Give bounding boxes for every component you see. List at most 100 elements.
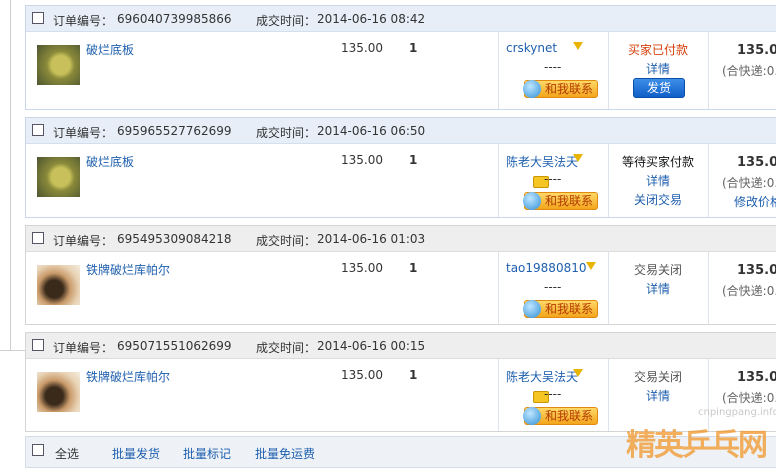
column-divider (498, 359, 499, 431)
watermark-name: 精英乒乓网 (626, 428, 768, 463)
contact-label: 和我联系 (545, 409, 594, 423)
buyer-note: ---- (544, 280, 562, 294)
buyer[interactable]: 陈老大吴法天 (506, 155, 579, 169)
batch-action[interactable]: 批量标记 (183, 447, 232, 461)
buyer[interactable]: crskynet (506, 41, 558, 55)
column-divider (708, 252, 709, 324)
batch-action[interactable]: 批量发货 (112, 447, 161, 461)
time-label: 成交时间： (256, 126, 317, 140)
total-note: (合快递:0. (722, 391, 776, 405)
buyer[interactable]: tao19880810 (506, 261, 587, 275)
price: 135.00 (341, 153, 383, 167)
column-divider (708, 32, 709, 109)
buyer-note: ---- (544, 172, 562, 186)
order-time: 2014-06-16 00:15 (317, 339, 426, 353)
total-note: (合快递:0. (722, 176, 776, 190)
order-no: 695495309084218 (117, 232, 232, 246)
contact-button[interactable]: 和我联系 (523, 192, 599, 210)
order-time: 2014-06-16 06:50 (317, 124, 426, 138)
order-time: 2014-06-16 08:42 (317, 12, 426, 26)
buyer-filter-icon[interactable] (573, 369, 583, 377)
column-divider (498, 32, 499, 109)
price: 135.00 (341, 41, 383, 55)
order: 订单编号： 696040739985866 成交时间： 2014-06-16 08:4… (25, 5, 776, 110)
watermark-url: cnpingpang.info (698, 407, 776, 418)
details-link[interactable]: 详情 (645, 389, 670, 403)
order-no-label: 订单编号： (53, 234, 114, 248)
column-divider (498, 144, 499, 217)
chat-icon[interactable] (533, 176, 549, 188)
status: 交易关闭 (633, 370, 682, 384)
item-thumbnail[interactable] (37, 157, 80, 197)
batch-action[interactable]: 批量免运费 (255, 447, 316, 461)
column-divider (608, 32, 609, 109)
order-no: 695071551062699 (117, 339, 232, 353)
select-all[interactable]: 全选 (55, 447, 80, 461)
total: 135.00 (737, 43, 776, 58)
details-link[interactable]: 详情 (645, 174, 670, 188)
quantity: 1 (409, 41, 418, 55)
item-name[interactable]: 破烂底板 (86, 155, 135, 169)
order-header: 订单编号： 696040739985866 成交时间： 2014-06-16 08:4… (26, 6, 776, 32)
order-no-label: 订单编号： (53, 341, 114, 355)
order-header: 订单编号： 695071551062699 成交时间： 2014-06-16 00:1… (26, 333, 776, 359)
order-no: 696040739985866 (117, 12, 232, 26)
select-all-checkbox[interactable] (32, 444, 44, 456)
order-checkbox[interactable] (32, 339, 44, 351)
close-link[interactable]: 关闭交易 (633, 193, 682, 207)
item-name[interactable]: 铁牌破烂库帕尔 (86, 370, 171, 384)
price: 135.00 (341, 368, 383, 382)
time-label: 成交时间： (256, 234, 317, 248)
order-checkbox[interactable] (32, 12, 44, 24)
item-thumbnail[interactable] (37, 265, 80, 305)
status: 等待买家付款 (621, 155, 694, 169)
order: 订单编号： 695965527762699 成交时间： 2014-06-16 06:5… (25, 117, 776, 218)
sidebar-edge (10, 0, 11, 350)
column-divider (708, 144, 709, 217)
modify-price[interactable]: 修改价格 (734, 195, 776, 209)
contact-button[interactable]: 和我联系 (523, 407, 599, 425)
order-header: 订单编号： 695965527762699 成交时间： 2014-06-16 06:5… (26, 118, 776, 144)
order-header: 订单编号： 695495309084218 成交时间： 2014-06-16 01:0… (26, 226, 776, 252)
item-thumbnail[interactable] (37, 372, 80, 412)
column-divider (608, 252, 609, 324)
time-label: 成交时间： (256, 14, 317, 28)
ship-button[interactable]: 发货 (633, 78, 685, 98)
contact-button[interactable]: 和我联系 (523, 300, 599, 318)
buyer-note: ---- (544, 387, 562, 401)
order-time: 2014-06-16 01:03 (317, 232, 426, 246)
buyer-filter-icon[interactable] (573, 154, 583, 162)
item-name[interactable]: 铁牌破烂库帕尔 (86, 263, 171, 277)
order-checkbox[interactable] (32, 124, 44, 136)
total-note: (合快递:0. (722, 64, 776, 78)
contact-button[interactable]: 和我联系 (523, 80, 599, 98)
order-checkbox[interactable] (32, 232, 44, 244)
column-divider (608, 359, 609, 431)
order: 订单编号： 695071551062699 成交时间： 2014-06-16 00:1… (25, 332, 776, 432)
contact-label: 和我联系 (545, 194, 594, 208)
column-divider (608, 144, 609, 217)
status: 买家已付款 (627, 43, 688, 57)
chat-icon[interactable] (533, 391, 549, 403)
order-no-label: 订单编号： (53, 126, 114, 140)
status: 交易关闭 (633, 263, 682, 277)
quantity: 1 (409, 153, 418, 167)
order: 订单编号： 695495309084218 成交时间： 2014-06-16 01:0… (25, 225, 776, 325)
item-thumbnail[interactable] (37, 45, 80, 85)
contact-label: 和我联系 (545, 302, 594, 316)
contact-icon (523, 192, 541, 210)
details-link[interactable]: 详情 (645, 62, 670, 76)
buyer[interactable]: 陈老大吴法天 (506, 370, 579, 384)
quantity: 1 (409, 368, 418, 382)
buyer-filter-icon[interactable] (586, 262, 596, 270)
details-link[interactable]: 详情 (645, 282, 670, 296)
quantity: 1 (409, 261, 418, 275)
total: 135.00 (737, 370, 776, 385)
item-name[interactable]: 破烂底板 (86, 43, 135, 57)
order-no-label: 订单编号： (53, 14, 114, 28)
buyer-filter-icon[interactable] (573, 42, 583, 50)
time-label: 成交时间： (256, 341, 317, 355)
sidebar-bottom (0, 350, 25, 351)
footer-bar: 全选 批量发货 批量标记 批量免运费 (25, 436, 776, 468)
